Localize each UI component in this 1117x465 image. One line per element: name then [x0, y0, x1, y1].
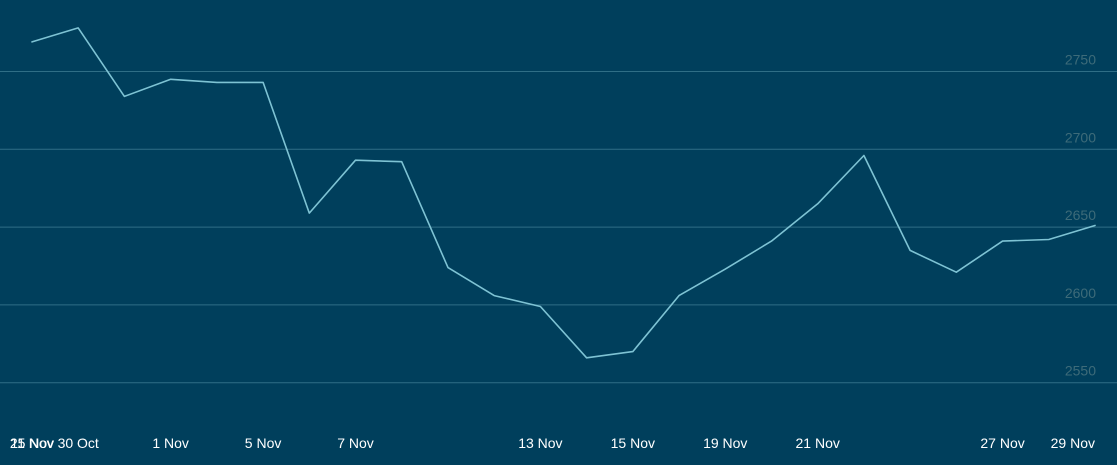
x-tick-label: 5 Nov — [245, 435, 282, 451]
y-tick-label-2650: 2650 — [1065, 207, 1096, 223]
x-tick-label: 19 Nov — [703, 435, 747, 451]
x-tick-label: 25 Nov — [10, 435, 54, 451]
y-tick-label-2550: 2550 — [1065, 363, 1096, 379]
y-axis-ticks: 2550 2600 2650 2700 2750 — [1065, 52, 1096, 379]
grid-lines — [0, 71, 1117, 384]
x-tick-label: 15 Nov — [611, 435, 655, 451]
x-tick-label: 11 Nov — [10, 435, 53, 451]
y-tick-label-2750: 2750 — [1065, 52, 1096, 68]
y-tick-label-2700: 2700 — [1065, 129, 1096, 145]
series-layer — [31, 27, 1096, 359]
x-tick-label: 13 Nov — [518, 435, 562, 451]
x-tick-label: 29 Nov — [1051, 435, 1095, 451]
x-tick-label: 30 Oct — [58, 435, 99, 451]
y-tick-label-2600: 2600 — [1065, 285, 1096, 301]
x-tick-label: 27 Nov — [980, 435, 1024, 451]
x-tick-label: 7 Nov — [337, 435, 374, 451]
series-line-0 — [31, 27, 1096, 359]
x-tick-label: 1 Nov — [152, 435, 189, 451]
x-axis-ticks: 30 Oct 1 Nov 5 Nov 7 Nov 11 Nov 13 Nov 15 Nov 1… — [10, 435, 1095, 451]
x-tick-label: 21 Nov — [796, 435, 840, 451]
